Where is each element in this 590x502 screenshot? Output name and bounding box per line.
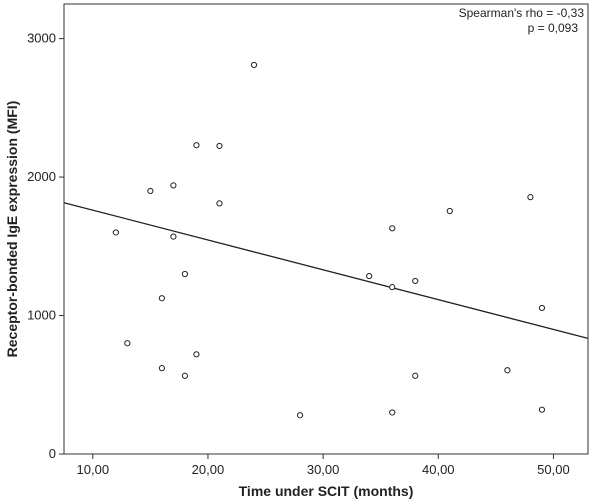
- data-point: [412, 277, 419, 285]
- x-axis-title: Time under SCIT (months): [239, 483, 414, 499]
- data-point: [250, 61, 258, 69]
- data-point: [158, 295, 165, 302]
- data-point: [504, 367, 511, 374]
- y-tick-label: 3000: [27, 31, 56, 46]
- data-point: [181, 372, 189, 379]
- y-tick-label: 2000: [27, 169, 56, 184]
- data-point: [527, 194, 534, 201]
- plot-frame: [63, 3, 589, 455]
- data-point: [412, 372, 419, 379]
- data-point: [193, 351, 200, 358]
- data-point: [389, 284, 396, 291]
- data-point: [124, 340, 131, 347]
- data-point: [181, 270, 189, 278]
- data-point: [296, 412, 304, 419]
- data-point: [538, 304, 546, 312]
- data-point: [389, 409, 396, 416]
- y-tick-label: 0: [49, 446, 56, 461]
- regression-line: [63, 202, 589, 340]
- x-tick-label: 20,00: [192, 462, 225, 477]
- data-point: [158, 365, 165, 372]
- data-point: [170, 182, 177, 189]
- x-tick-label: 50,00: [537, 462, 570, 477]
- y-tick-label: 1000: [27, 308, 56, 323]
- data-point: [366, 272, 373, 280]
- data-point: [446, 207, 453, 215]
- annotation-p-value: p = 0,093: [528, 21, 579, 35]
- annotation-rho: Spearman's rho = -0,33: [459, 6, 585, 20]
- data-point: [193, 142, 200, 149]
- data-point: [170, 233, 177, 240]
- data-point: [389, 225, 396, 232]
- data-point: [538, 406, 546, 413]
- x-tick-label: 40,00: [422, 462, 455, 477]
- data-point: [216, 142, 223, 150]
- x-tick-label: 10,00: [77, 462, 110, 477]
- y-axis-title: Receptor-bonded IgE expression (MFI): [4, 101, 20, 358]
- data-point: [112, 229, 119, 236]
- data-point: [216, 200, 223, 207]
- x-tick-label: 30,00: [307, 462, 340, 477]
- data-point: [147, 187, 154, 195]
